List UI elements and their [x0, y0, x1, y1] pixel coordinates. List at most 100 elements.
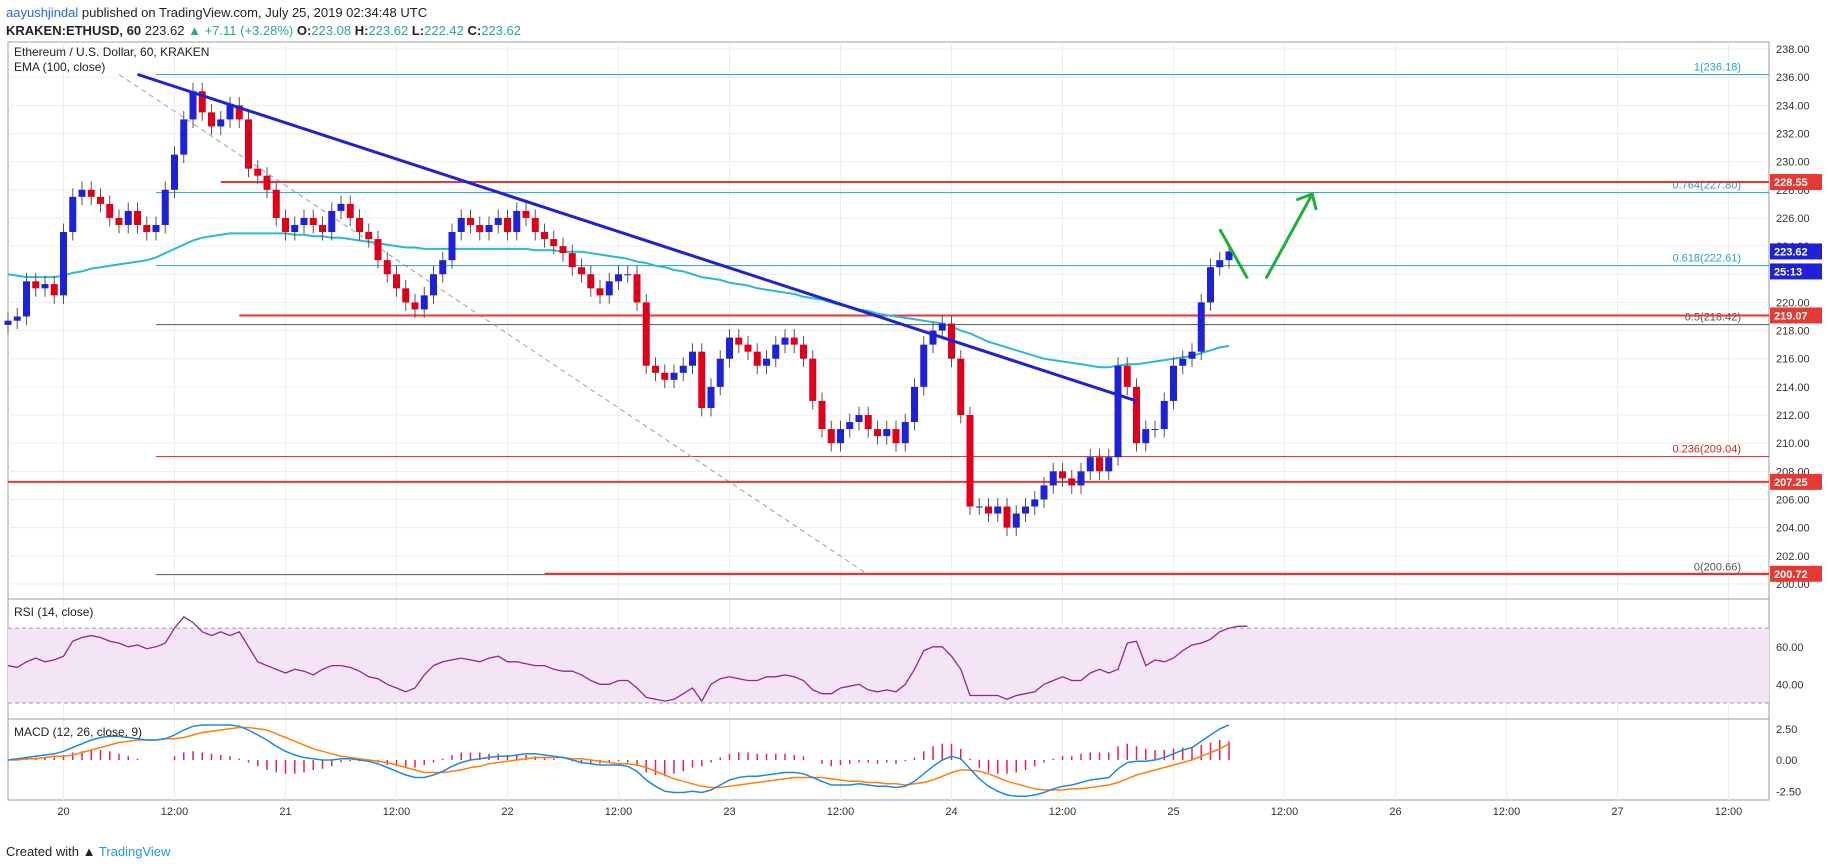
candle-body — [716, 358, 724, 387]
price-tick-label: 202.00 — [1776, 551, 1810, 563]
time-tick-label: 23 — [723, 806, 735, 818]
low-value: 222.42 — [424, 23, 464, 38]
price-tick-label: 216.00 — [1776, 354, 1810, 366]
price-tick-label: 206.00 — [1776, 494, 1810, 506]
candle-body — [809, 358, 817, 401]
candle-body — [596, 288, 604, 296]
candle-body — [124, 210, 132, 225]
candle-body — [1197, 302, 1205, 352]
candle-body — [661, 372, 669, 380]
price-tick-label: 204.00 — [1776, 523, 1810, 535]
ema-indicator-label: EMA (100, close) — [14, 60, 105, 74]
tradingview-link[interactable]: TradingView — [98, 844, 171, 859]
candle-body — [846, 422, 854, 430]
candle-body — [994, 506, 1002, 514]
time-tick-label: 22 — [501, 806, 513, 818]
candle-body — [393, 274, 400, 289]
timeframe-label: 60 — [126, 23, 142, 38]
level-price-tag — [1770, 473, 1822, 490]
time-tick-label: 26 — [1389, 806, 1401, 818]
candle-body — [263, 175, 271, 190]
macd-tick-label: 2.50 — [1776, 724, 1797, 736]
created-with-label: Created with — [6, 844, 79, 859]
candle-body — [1049, 471, 1057, 486]
candle-body — [171, 154, 178, 190]
fib-level-label: 0.5(218.42) — [1685, 312, 1741, 324]
candle-body — [282, 217, 289, 233]
candle-body — [161, 189, 169, 225]
candle-body — [328, 210, 336, 233]
price-tick-label: 234.00 — [1776, 100, 1810, 112]
level-price-tag — [1770, 174, 1822, 191]
candle-body — [1022, 506, 1029, 514]
candle-body — [309, 217, 317, 225]
candle-body — [772, 344, 780, 359]
candle-body — [753, 351, 761, 366]
candle-body — [87, 189, 95, 197]
candle-body — [938, 323, 946, 331]
candle-body — [633, 274, 641, 303]
candle-body — [929, 330, 937, 345]
candle-body — [254, 168, 262, 176]
candle-body — [975, 506, 983, 508]
chart-area[interactable]: 200.00 202.00 204.00 206.00 208.00 210.00 212.… — [0, 40, 1828, 840]
candle-body — [726, 337, 733, 359]
candle-body — [1133, 386, 1140, 444]
candle-body — [744, 344, 752, 352]
candle-body — [291, 224, 299, 233]
candle-body — [1142, 429, 1150, 444]
candle-body — [78, 189, 86, 197]
time-tick-label: 12:00 — [383, 806, 411, 818]
symbol-label: KRAKEN:ETHUSD, — [6, 23, 123, 38]
candle-body — [97, 196, 104, 204]
candle-body — [383, 260, 391, 275]
rsi-band — [8, 628, 1769, 704]
level-price-tag-label: 207.25 — [1774, 477, 1808, 489]
candle-body — [346, 203, 354, 218]
price-change: ▲ +7.11 (+3.28%) — [188, 23, 294, 38]
candle-body — [439, 260, 447, 275]
candle-body — [1068, 478, 1076, 486]
candle-body — [411, 302, 419, 310]
candle-body — [245, 119, 252, 169]
candle-body — [1003, 506, 1011, 528]
price-tick-label: 220.00 — [1776, 297, 1810, 309]
price-chart-svg[interactable]: 200.00202.00204.00206.00208.00210.00212.… — [0, 40, 1828, 840]
candle-body — [513, 210, 521, 233]
candle-body — [911, 386, 918, 423]
candle-body — [1012, 513, 1020, 528]
author-link[interactable]: aayushjindal — [6, 5, 79, 20]
candle-body — [217, 119, 225, 127]
candle-body — [1105, 457, 1113, 472]
candle-body — [198, 91, 206, 113]
candle-body — [1040, 485, 1048, 500]
last-price: 223.62 — [144, 23, 185, 38]
candle-body — [883, 429, 891, 437]
candle-body — [670, 372, 678, 380]
candle-body — [1086, 457, 1094, 472]
candle-body — [1096, 457, 1103, 472]
low-label: L: — [411, 23, 425, 38]
time-tick-label: 12:00 — [827, 806, 855, 818]
candle-body — [1151, 429, 1159, 431]
candle-body — [134, 210, 141, 225]
candle-body — [1031, 499, 1039, 507]
candle-body — [1059, 471, 1066, 479]
candle-body — [485, 224, 493, 233]
candle-body — [476, 224, 484, 233]
macd-line — [7, 724, 1230, 798]
candle-body — [115, 217, 123, 225]
high-label: H: — [354, 23, 369, 38]
macd-signal-line — [8, 726, 1230, 791]
close-label: C: — [467, 23, 482, 38]
time-tick-label: 21 — [279, 806, 291, 818]
candle-body — [818, 400, 826, 430]
candle-body — [874, 429, 881, 437]
price-tick-label: 218.00 — [1776, 326, 1810, 338]
macd-tick-label: 0.00 — [1776, 755, 1797, 767]
candle-body — [578, 267, 585, 275]
rsi-tick-label: 60.00 — [1776, 642, 1804, 654]
price-tick-label: 214.00 — [1776, 382, 1810, 394]
price-tick-label: 200.00 — [1776, 579, 1810, 591]
candle-body — [1114, 365, 1122, 458]
